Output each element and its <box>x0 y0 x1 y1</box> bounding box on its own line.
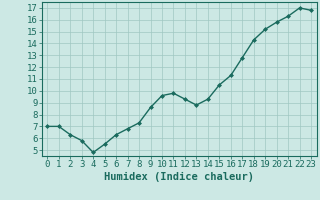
X-axis label: Humidex (Indice chaleur): Humidex (Indice chaleur) <box>104 172 254 182</box>
